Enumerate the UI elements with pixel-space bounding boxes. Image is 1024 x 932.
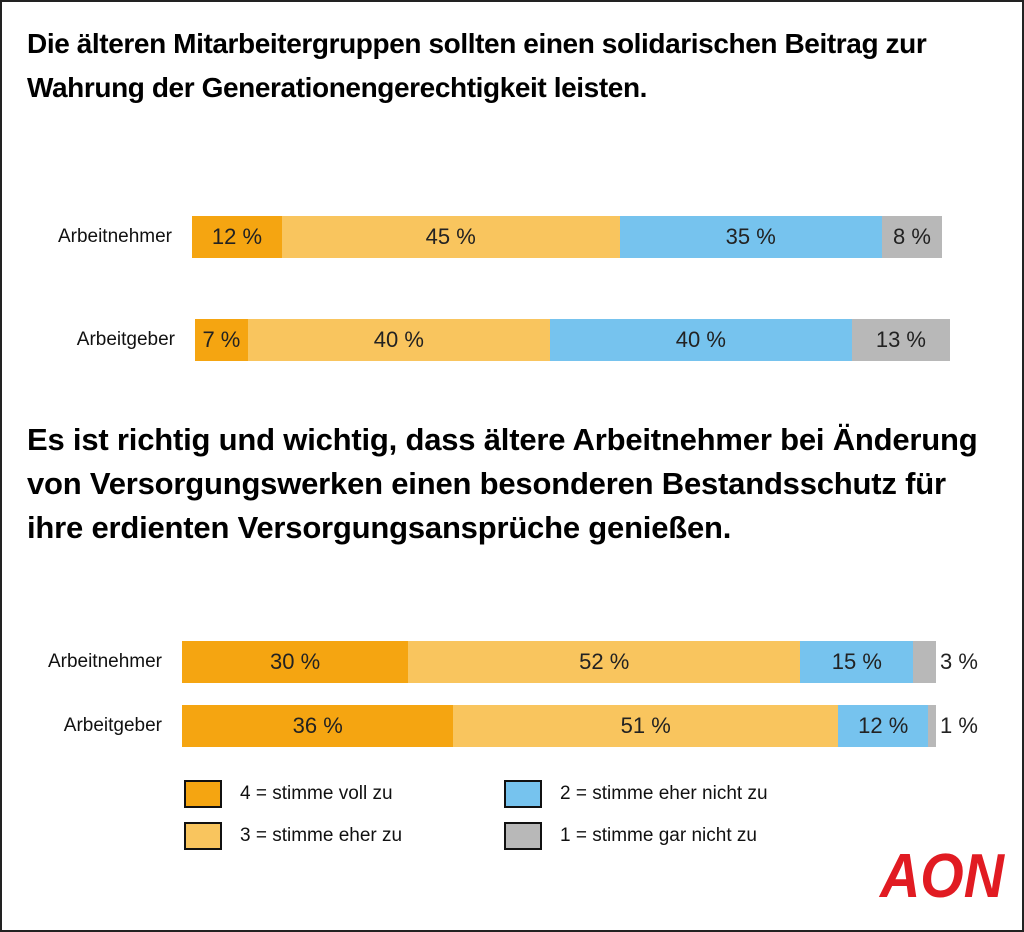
legend-item: 2 = stimme eher nicht zu: [504, 780, 768, 808]
bar-segment-4: 30 %: [182, 641, 409, 683]
bar-segment-4: 12 %: [192, 216, 282, 258]
bar-segment-2: 40 %: [549, 319, 852, 361]
stacked-bar-arbeitgeber: 36 % 51 % 12 %: [182, 705, 936, 747]
stacked-bar-arbeitgeber: 7 % 40 % 40 % 13 %: [195, 319, 950, 361]
bar-segment-4: 7 %: [195, 319, 248, 361]
legend-label: 3 = stimme eher zu: [240, 825, 403, 846]
category-label: Arbeitgeber: [63, 715, 162, 736]
category-label: Arbeitgeber: [76, 329, 175, 350]
legend-item: 1 = stimme gar nicht zu: [504, 822, 757, 850]
bar-segment-1: 8 %: [882, 216, 942, 258]
bar-segment-2: 35 %: [619, 216, 882, 258]
bar-segment-2: 12 %: [837, 705, 929, 747]
data-label: 1 %: [940, 713, 978, 738]
stacked-bar-arbeitnehmer: 30 % 52 % 15 %: [182, 641, 936, 683]
legend-swatch: [504, 780, 542, 808]
bar-segment-3: 51 %: [453, 705, 838, 747]
chart-2-title: Es ist richtig und wichtig, dass ältere …: [27, 422, 978, 545]
chart-1-title: Die älteren Mitarbeitergruppen sollten e…: [27, 28, 927, 103]
bar-segment-4: 36 %: [182, 705, 454, 747]
bar-segment-3: 52 %: [408, 641, 801, 683]
legend-label: 4 = stimme voll zu: [240, 783, 393, 804]
bar-segment-1: 13 %: [851, 319, 950, 361]
legend-swatch: [184, 822, 222, 850]
legend-swatch: [504, 822, 542, 850]
category-label: Arbeitnehmer: [57, 226, 172, 247]
data-label: 3 %: [940, 649, 978, 674]
legend-label: 2 = stimme eher nicht zu: [560, 783, 768, 804]
svg-text:AON: AON: [878, 842, 1005, 902]
bar-segment-1: [913, 641, 936, 683]
legend-item: 3 = stimme eher zu: [184, 822, 402, 850]
legend-swatch: [184, 780, 222, 808]
legend-label: 1 = stimme gar nicht zu: [560, 825, 757, 846]
legend-item: 4 = stimme voll zu: [184, 780, 393, 808]
bar-segment-2: 15 %: [800, 641, 914, 683]
bar-segment-3: 40 %: [247, 319, 550, 361]
bar-segment-3: 45 %: [282, 216, 620, 258]
aon-logo: AON: [878, 842, 1005, 902]
category-label: Arbeitnehmer: [47, 651, 162, 672]
stacked-bar-arbeitnehmer: 12 % 45 % 35 % 8 %: [192, 216, 942, 258]
bar-segment-1: [928, 705, 936, 747]
